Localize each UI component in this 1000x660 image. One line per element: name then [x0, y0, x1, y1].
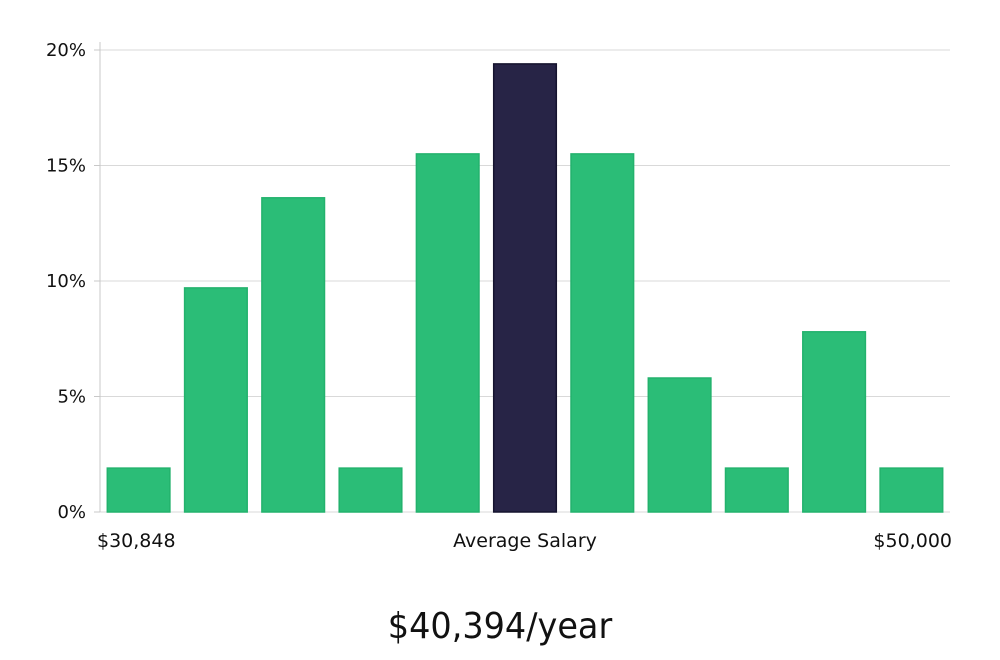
- bar: [183, 287, 248, 513]
- bar-average-highlight: [492, 63, 558, 513]
- x-axis-title: Average Salary: [453, 530, 597, 552]
- bar: [106, 467, 171, 513]
- bar: [724, 467, 789, 513]
- y-tick-label: 10%: [46, 271, 86, 292]
- bar: [570, 153, 635, 513]
- y-tick-label: 15%: [46, 156, 86, 177]
- y-axis-ticks: 0% 5% 10% 15% 20%: [46, 40, 100, 523]
- y-tick-label: 20%: [46, 40, 86, 61]
- x-min-label: $30,848: [97, 530, 176, 552]
- bar: [338, 467, 403, 513]
- bar: [879, 467, 944, 513]
- bars: [106, 63, 944, 513]
- y-tick-label: 0%: [57, 502, 86, 523]
- bar: [802, 331, 867, 513]
- bar: [261, 197, 326, 513]
- average-salary-value: $40,394/year: [387, 606, 613, 647]
- bar: [415, 153, 480, 513]
- y-tick-label: 5%: [57, 387, 86, 408]
- bar: [647, 377, 712, 513]
- x-max-label: $50,000: [873, 530, 952, 552]
